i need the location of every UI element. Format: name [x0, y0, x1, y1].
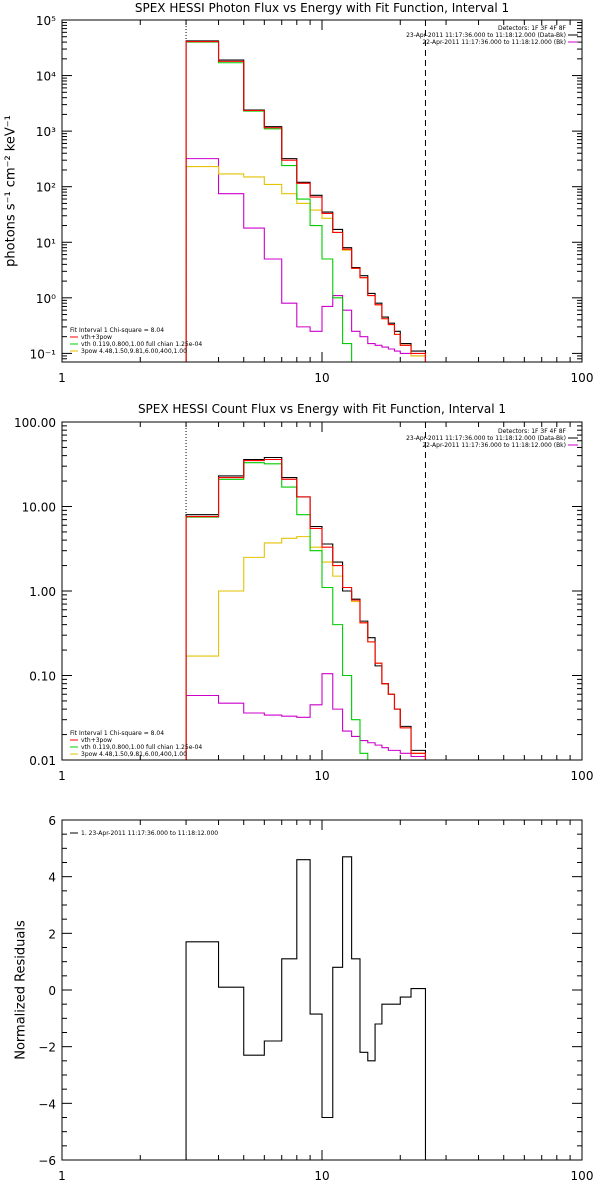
legend-entry: vth 0.119,0.800,1.00 full chian 1.25e-04 [81, 744, 202, 751]
y-tick-label: −2 [38, 1041, 56, 1055]
chart-panel-3: 1 10 100 −6 −4 −2 0 2 4 6 Normalized Residuals 1. 2… [14, 814, 594, 1183]
y-tick-label: 100.00 [14, 416, 56, 430]
y-tick-label: 10² [36, 181, 56, 195]
y-tick-label: −4 [38, 1097, 56, 1111]
series-thermal-line [185, 462, 426, 760]
y-tick-label: 10⁻¹ [30, 347, 57, 361]
y-tick-label: 10⁰ [36, 292, 56, 306]
y-tick-label: 10¹ [36, 236, 56, 250]
header-note: 23-Apr-2011 11:17:36.000 to 11:18:12.000… [406, 435, 566, 442]
legend-entry: 3pow 4.48,1.50,9.81,6.00,400,1.00 [81, 751, 187, 758]
x-tick-label: 1 [58, 1169, 66, 1183]
series-data-line [185, 856, 427, 1160]
series-total-fit-line [185, 458, 427, 760]
y-tick-label: 0.01 [29, 754, 56, 768]
legend-entry: 3pow 4.48,1.50,9.81,6.00,400,1.00 [81, 348, 187, 355]
x-tick-label: 10 [314, 1169, 329, 1183]
header-note: Detectors: 1F 3F 4F 8F [498, 25, 567, 32]
header-note: 23-Apr-2011 11:17:36.000 to 11:18:12.000… [406, 32, 566, 39]
y-tick-label: −6 [38, 1154, 56, 1168]
series-background-model-line [185, 673, 427, 760]
plot-frame [61, 421, 583, 761]
plot-frame [61, 819, 583, 1161]
x-tick-label: 10 [314, 371, 329, 385]
y-tick-label: 10.00 [22, 501, 56, 515]
y-tick-label: 10⁴ [36, 70, 56, 84]
x-tick-label: 100 [571, 1169, 594, 1183]
legend-entry: vth+3pow [81, 334, 112, 341]
legend-entry: Fit Interval 1 Chi-square = 8.04 [70, 730, 164, 737]
chart-title: SPEX HESSI Count Flux vs Energy with Fit… [138, 402, 506, 416]
x-tick-label: 100 [571, 769, 594, 783]
y-tick-label: 6 [48, 814, 56, 828]
legend-entry: vth+3pow [81, 737, 112, 744]
y-tick-label: 10⁵ [36, 14, 56, 28]
y-tick-label: 0.10 [29, 670, 56, 684]
chart-title: SPEX HESSI Photon Flux vs Energy with Fi… [135, 1, 509, 15]
y-tick-label: 10³ [36, 125, 56, 139]
header-note: Detectors: 1F 3F 4F 8F [498, 428, 567, 435]
y-axis: 10⁻¹ 10⁰ 10¹ 10² 10³ 10⁴ 10⁵ [30, 14, 582, 363]
series-power-law-line [185, 166, 427, 362]
plot-frame [61, 19, 583, 363]
legend-entry: 1. 23-Apr-2011 11:17:36.000 to 11:18:12.… [81, 830, 218, 837]
y-tick-label: 4 [48, 871, 56, 885]
x-tick-label: 1 [58, 371, 66, 385]
chart-panel-1: SPEX HESSI Photon Flux vs Energy with Fi… [4, 1, 594, 385]
series-data-line [185, 40, 427, 362]
x-tick-label: 100 [571, 371, 594, 385]
y-tick-label: 0 [48, 984, 56, 998]
x-axis: 1 10 100 [58, 820, 593, 1183]
chart-panel-2: SPEX HESSI Count Flux vs Energy with Fit… [14, 402, 593, 783]
series-background-model-line [185, 158, 427, 362]
series-data-line [185, 456, 427, 760]
legend-entry: Fit Interval 1 Chi-square = 8.04 [70, 327, 164, 334]
x-tick-label: 1 [58, 769, 66, 783]
x-axis: 1 10 100 [58, 422, 593, 783]
y-axis-label: photons s⁻¹ cm⁻² keV⁻¹ [4, 115, 19, 267]
series-group [185, 40, 427, 362]
y-axis: 0.01 0.10 1.00 10.00 100.00 [14, 416, 582, 768]
series-thermal-line [185, 41, 426, 362]
series-group [185, 456, 427, 760]
legend-entry: vth 0.119,0.800,1.00 full chian 1.25e-04 [81, 341, 202, 348]
y-tick-label: 1.00 [29, 585, 56, 599]
y-tick-label: 2 [48, 927, 56, 941]
x-tick-label: 10 [314, 769, 329, 783]
series-group [185, 856, 427, 1160]
y-axis-label: Normalized Residuals [14, 920, 29, 1060]
header-note: 22-Apr-2011 11:17:36.000 to 11:18:12.000… [422, 442, 566, 449]
header-note: 22-Apr-2011 11:17:36.000 to 11:18:12.000… [422, 39, 566, 46]
series-total-fit-line [185, 40, 427, 362]
series-power-law-line [185, 536, 427, 760]
